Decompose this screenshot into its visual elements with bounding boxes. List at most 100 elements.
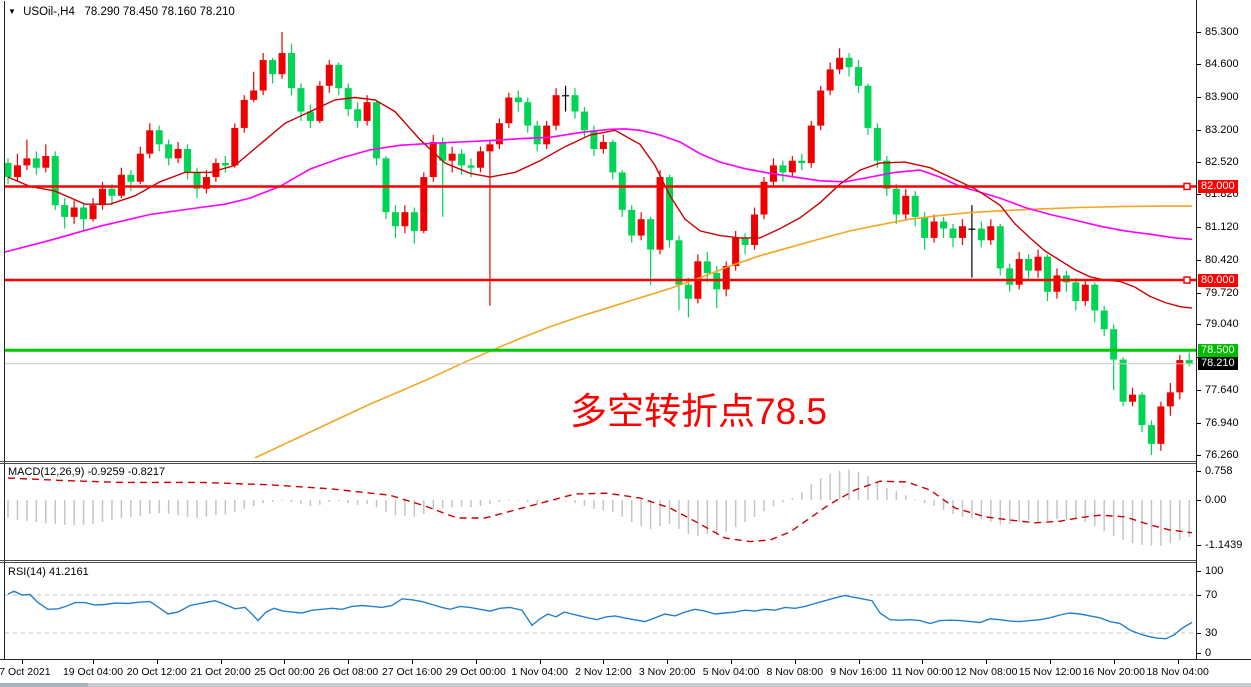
- candle-body: [1100, 310, 1108, 330]
- price-badge: 80.000: [1198, 273, 1238, 287]
- candle-body: [609, 141, 617, 173]
- time-tick-mark: [794, 660, 796, 664]
- candle-body: [61, 205, 69, 217]
- candle-body: [996, 226, 1004, 269]
- candle-body: [637, 219, 645, 236]
- rsi-tick-label: 0: [1205, 646, 1212, 659]
- price-tick-mark: [1197, 64, 1201, 66]
- candle-body: [1147, 425, 1155, 444]
- price-tick-label: 76.260: [1205, 448, 1239, 461]
- candle-body: [278, 53, 286, 75]
- candle-body: [1006, 268, 1014, 285]
- candle-body: [354, 109, 362, 121]
- panel-separator[interactable]: [0, 562, 1251, 563]
- macd-indicator-label: MACD(12,26,9) -0.9259 -0.8217: [8, 466, 166, 478]
- candle-body: [949, 228, 957, 238]
- line-handle: [1183, 182, 1191, 191]
- price-tick-mark: [1197, 292, 1201, 294]
- price-tick-mark: [1197, 161, 1201, 163]
- rsi-tick-label: 100: [1205, 564, 1224, 577]
- candle-body: [439, 141, 447, 161]
- candle-body: [231, 127, 239, 166]
- candle-body: [420, 177, 428, 231]
- candle-body: [202, 177, 210, 189]
- candle-body: [864, 85, 872, 128]
- rsi-indicator-label: RSI(14) 41.2161: [8, 566, 89, 578]
- ma-slow-orange-line: [254, 205, 1192, 459]
- price-tick-label: 79.040: [1205, 318, 1239, 331]
- candle-body: [4, 163, 12, 178]
- candle-body: [335, 64, 343, 89]
- ma-fast-red-line: [7, 96, 1193, 309]
- time-tick-mark: [220, 660, 222, 664]
- candle-body: [647, 219, 655, 250]
- candle-body: [722, 266, 730, 290]
- candle-body: [666, 177, 673, 241]
- price-tick-label: 81.120: [1205, 221, 1239, 234]
- candle-body: [836, 57, 844, 70]
- candle-body: [940, 221, 948, 229]
- rsi-tick-mark: [1197, 594, 1201, 596]
- time-tick-mark: [1050, 660, 1051, 664]
- rsi-tick-mark: [1197, 632, 1201, 634]
- time-tick-label: 16 Nov 20:00: [1082, 666, 1146, 678]
- line-handle: [1183, 276, 1191, 284]
- price-scale[interactable]: 85.300 84.600 83.900 83.200 82.520 81.820 81.1…: [1196, 0, 1251, 659]
- candle-body: [174, 149, 182, 159]
- price-tick-mark: [1197, 97, 1201, 99]
- candle-body: [108, 188, 116, 196]
- candle-body: [1053, 275, 1061, 292]
- candle-body: [136, 153, 144, 182]
- macd-tick-label: 0.00: [1205, 493, 1227, 506]
- rsi-tick-label: 70: [1205, 588, 1218, 601]
- candle-body: [240, 99, 248, 128]
- candle-body: [562, 95, 570, 97]
- candle-body: [543, 125, 551, 145]
- price-tick-label: 79.720: [1205, 286, 1239, 299]
- candle-body: [316, 85, 324, 121]
- candle-body: [987, 226, 995, 241]
- candle-body: [703, 261, 711, 274]
- candle-body: [628, 209, 636, 236]
- panel-separator[interactable]: [0, 560, 1251, 561]
- candle-body: [533, 125, 541, 145]
- candle-body: [23, 158, 31, 166]
- price-tick-label: 85.300: [1205, 25, 1239, 38]
- time-tick-label: 8 Nov 08:00: [766, 666, 824, 678]
- chart-annotation-text[interactable]: 多空转折点78.5: [570, 391, 828, 432]
- price-badge: 78.210: [1198, 357, 1238, 371]
- price-badge: 78.500: [1198, 343, 1238, 357]
- chart-left-border: [4, 1, 5, 659]
- candle-body: [552, 95, 560, 126]
- price-tick-label: 83.900: [1205, 91, 1239, 104]
- candle-body: [1025, 258, 1033, 271]
- price-tick-mark: [1197, 227, 1201, 229]
- candle-body: [1176, 360, 1184, 393]
- candle-body: [524, 102, 532, 126]
- chevron-down-icon[interactable]: ▼: [8, 7, 16, 16]
- candle-body: [580, 111, 588, 131]
- price-tick-mark: [1197, 194, 1201, 196]
- candle-body: [250, 90, 258, 100]
- panel-separator[interactable]: [0, 461, 1251, 462]
- time-tick-label: 2 Nov 12:00: [575, 666, 632, 678]
- time-tick-label: 26 Oct 08:00: [318, 666, 379, 678]
- price-tick-label: 82.520: [1205, 155, 1239, 168]
- candle-body: [514, 97, 522, 103]
- candle-body: [259, 60, 267, 91]
- candle-body: [42, 156, 50, 168]
- candle-body: [1119, 359, 1127, 402]
- rsi-line: [7, 590, 1193, 640]
- macd-tick-mark: [1197, 470, 1201, 472]
- candle-body: [751, 214, 759, 245]
- ma-mid-magenta-line: [4, 128, 1193, 253]
- candle-body: [599, 141, 607, 149]
- candle-body: [32, 158, 40, 168]
- candle-body: [184, 149, 192, 173]
- time-tick-mark: [412, 660, 413, 664]
- panel-separator[interactable]: [0, 463, 1251, 464]
- candle-body: [401, 212, 409, 227]
- candle-body: [807, 125, 815, 164]
